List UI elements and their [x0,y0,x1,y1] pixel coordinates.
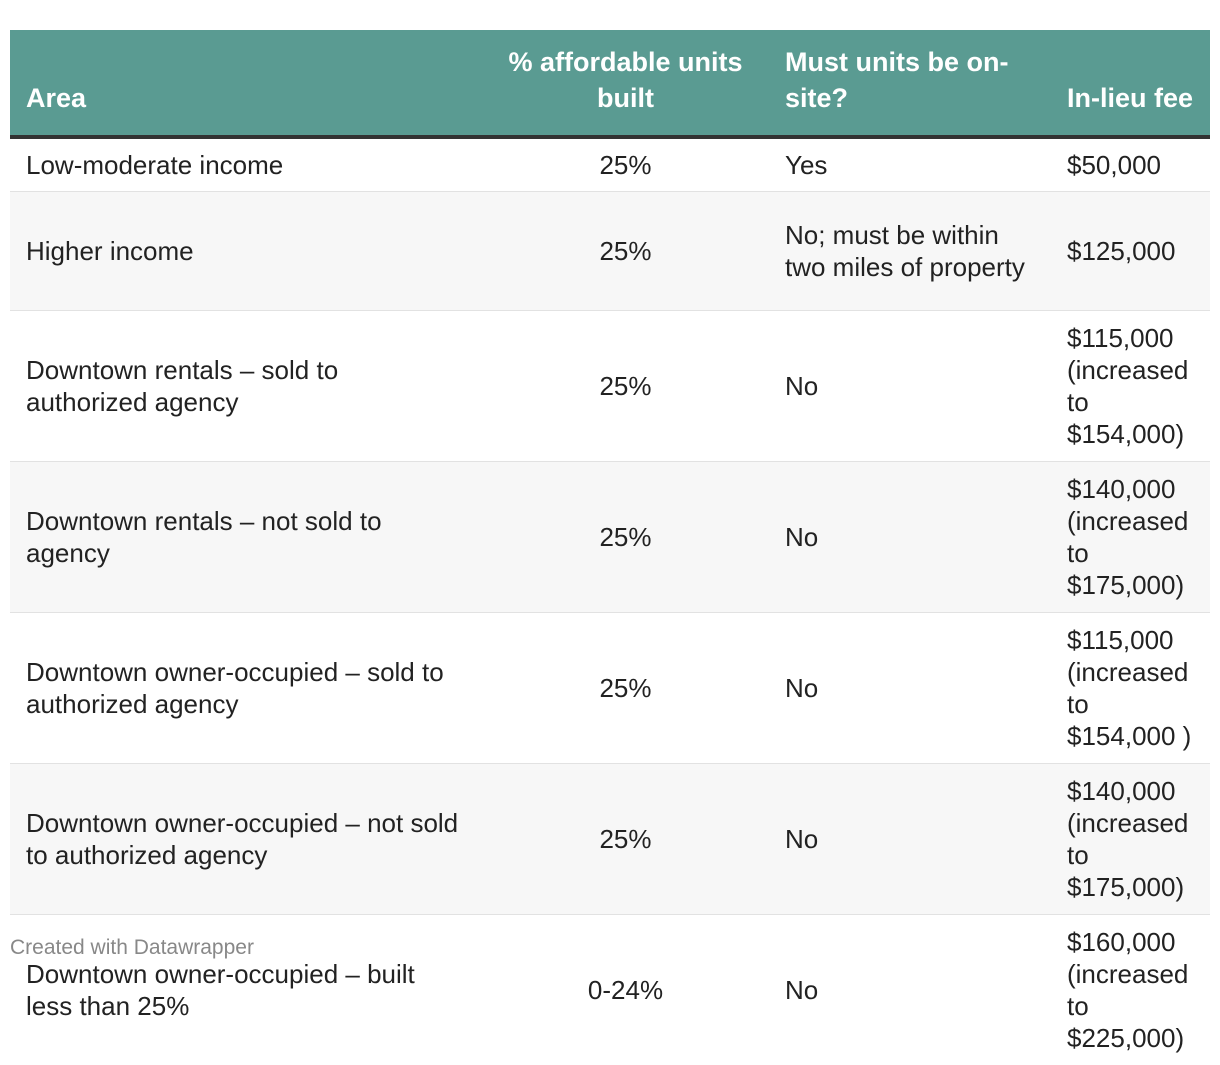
cell-percent-affordable: 25% [482,764,769,915]
cell-on-site: No [769,613,1047,764]
table-row: Downtown rentals – sold to authorized ag… [10,311,1210,462]
cell-on-site: No [769,462,1047,613]
cell-area: Low-moderate income [10,137,482,192]
data-table-container: Area % affordable units built Must units… [10,30,1210,1065]
cell-area: Downtown owner-occupied – sold to author… [10,613,482,764]
cell-area: Downtown rentals – sold to authorized ag… [10,311,482,462]
cell-percent-affordable: 25% [482,311,769,462]
column-header-in-lieu-fee[interactable]: In-lieu fee [1047,30,1210,137]
table-row: Higher income 25% No; must be within two… [10,192,1210,311]
column-header-on-site[interactable]: Must units be on-site? [769,30,1047,137]
cell-percent-affordable: 25% [482,192,769,311]
table-row: Low-moderate income 25% Yes $50,000 [10,137,1210,192]
datawrapper-credit[interactable]: Created with Datawrapper [10,936,254,960]
table-row: Downtown owner-occupied – not sold to au… [10,764,1210,915]
cell-area: Downtown owner-occupied – not sold to au… [10,764,482,915]
cell-in-lieu-fee: $125,000 [1047,192,1210,311]
table-body: Low-moderate income 25% Yes $50,000 High… [10,137,1210,1065]
table-row: Downtown rentals – not sold to agency 25… [10,462,1210,613]
cell-area: Higher income [10,192,482,311]
cell-in-lieu-fee: $140,000 (increased to $175,000) [1047,462,1210,613]
cell-area: Downtown rentals – not sold to agency [10,462,482,613]
cell-on-site: No [769,915,1047,1065]
cell-in-lieu-fee: $115,000 (increased to $154,000) [1047,311,1210,462]
table-row: Downtown owner-occupied – sold to author… [10,613,1210,764]
cell-on-site: No [769,311,1047,462]
cell-in-lieu-fee: $115,000 (increased to $154,000 ) [1047,613,1210,764]
cell-percent-affordable: 0-24% [482,915,769,1065]
data-table: Area % affordable units built Must units… [10,30,1210,1065]
table-header: Area % affordable units built Must units… [10,30,1210,137]
cell-in-lieu-fee: $140,000 (increased to $175,000) [1047,764,1210,915]
cell-on-site: Yes [769,137,1047,192]
cell-in-lieu-fee: $160,000 (increased to $225,000) [1047,915,1210,1065]
cell-percent-affordable: 25% [482,137,769,192]
cell-in-lieu-fee: $50,000 [1047,137,1210,192]
cell-on-site: No [769,764,1047,915]
header-row: Area % affordable units built Must units… [10,30,1210,137]
column-header-area[interactable]: Area [10,30,482,137]
column-header-percent-affordable[interactable]: % affordable units built [482,30,769,137]
cell-percent-affordable: 25% [482,462,769,613]
cell-percent-affordable: 25% [482,613,769,764]
cell-on-site: No; must be within two miles of property [769,192,1047,311]
